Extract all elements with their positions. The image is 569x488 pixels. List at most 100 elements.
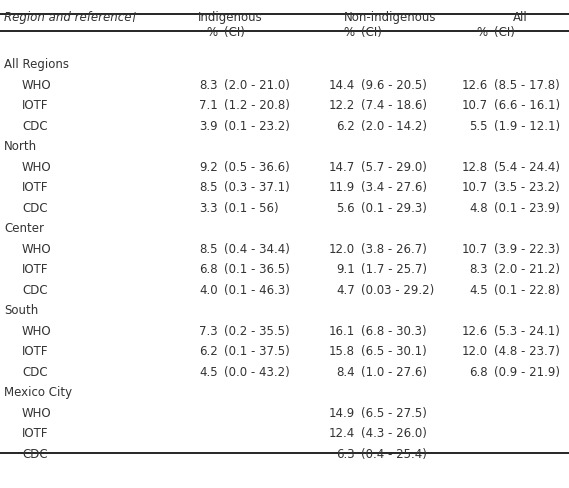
- Text: (0.2 - 35.5): (0.2 - 35.5): [224, 325, 290, 337]
- Text: 12.2: 12.2: [329, 99, 355, 112]
- Text: (0.9 - 21.9): (0.9 - 21.9): [494, 365, 560, 378]
- Text: (2.0 - 21.0): (2.0 - 21.0): [224, 79, 290, 92]
- Text: All: All: [513, 11, 527, 24]
- Text: %: %: [477, 26, 488, 39]
- Text: 4.8: 4.8: [469, 202, 488, 215]
- Text: 5.5: 5.5: [469, 120, 488, 133]
- Text: 12.6: 12.6: [462, 325, 488, 337]
- Text: (0.1 - 56): (0.1 - 56): [224, 202, 279, 215]
- Text: 7.1: 7.1: [199, 99, 218, 112]
- Text: %: %: [207, 26, 218, 39]
- Text: 6.8: 6.8: [469, 365, 488, 378]
- Text: (0.1 - 36.5): (0.1 - 36.5): [224, 263, 290, 276]
- Text: 14.9: 14.9: [329, 406, 355, 419]
- Text: South: South: [4, 304, 38, 317]
- Text: (1.9 - 12.1): (1.9 - 12.1): [494, 120, 560, 133]
- Text: 4.5: 4.5: [199, 365, 218, 378]
- Text: (0.03 - 29.2): (0.03 - 29.2): [361, 284, 434, 296]
- Text: (0.5 - 36.6): (0.5 - 36.6): [224, 161, 290, 174]
- Text: 16.1: 16.1: [329, 325, 355, 337]
- Text: 4.0: 4.0: [199, 284, 218, 296]
- Text: 9.1: 9.1: [336, 263, 355, 276]
- Text: (CI): (CI): [494, 26, 515, 39]
- Text: CDC: CDC: [22, 447, 48, 460]
- Text: 7.3: 7.3: [199, 325, 218, 337]
- Text: (0.1 - 23.2): (0.1 - 23.2): [224, 120, 290, 133]
- Text: 12.0: 12.0: [329, 243, 355, 256]
- Text: WHO: WHO: [22, 325, 52, 337]
- Text: (CI): (CI): [224, 26, 245, 39]
- Text: 8.3: 8.3: [200, 79, 218, 92]
- Text: Mexico City: Mexico City: [4, 386, 72, 399]
- Text: 15.8: 15.8: [329, 345, 355, 358]
- Text: 12.8: 12.8: [462, 161, 488, 174]
- Text: %: %: [344, 26, 355, 39]
- Text: (0.1 - 37.5): (0.1 - 37.5): [224, 345, 290, 358]
- Text: IOTF: IOTF: [22, 99, 48, 112]
- Text: Non-indigenous: Non-indigenous: [344, 11, 436, 24]
- Text: 6.8: 6.8: [199, 263, 218, 276]
- Text: WHO: WHO: [22, 161, 52, 174]
- Text: 8.5: 8.5: [200, 181, 218, 194]
- Text: (6.5 - 27.5): (6.5 - 27.5): [361, 406, 427, 419]
- Text: 12.4: 12.4: [329, 427, 355, 440]
- Text: 3.3: 3.3: [200, 202, 218, 215]
- Text: IOTF: IOTF: [22, 427, 48, 440]
- Text: Center: Center: [4, 222, 44, 235]
- Text: (6.8 - 30.3): (6.8 - 30.3): [361, 325, 427, 337]
- Text: 8.4: 8.4: [336, 365, 355, 378]
- Text: (9.6 - 20.5): (9.6 - 20.5): [361, 79, 427, 92]
- Text: (3.5 - 23.2): (3.5 - 23.2): [494, 181, 560, 194]
- Text: (0.3 - 37.1): (0.3 - 37.1): [224, 181, 290, 194]
- Text: (5.3 - 24.1): (5.3 - 24.1): [494, 325, 560, 337]
- Text: (1.2 - 20.8): (1.2 - 20.8): [224, 99, 290, 112]
- Text: IOTF: IOTF: [22, 181, 48, 194]
- Text: 12.6: 12.6: [462, 79, 488, 92]
- Text: (6.5 - 30.1): (6.5 - 30.1): [361, 345, 427, 358]
- Text: 4.7: 4.7: [336, 284, 355, 296]
- Text: (0.4 - 34.4): (0.4 - 34.4): [224, 243, 290, 256]
- Text: (2.0 - 14.2): (2.0 - 14.2): [361, 120, 427, 133]
- Text: 5.6: 5.6: [336, 202, 355, 215]
- Text: 14.4: 14.4: [329, 79, 355, 92]
- Text: (5.7 - 29.0): (5.7 - 29.0): [361, 161, 427, 174]
- Text: 6.3: 6.3: [336, 447, 355, 460]
- Text: (8.5 - 17.8): (8.5 - 17.8): [494, 79, 560, 92]
- Text: 8.5: 8.5: [200, 243, 218, 256]
- Text: (7.4 - 18.6): (7.4 - 18.6): [361, 99, 427, 112]
- Text: 3.9: 3.9: [199, 120, 218, 133]
- Text: CDC: CDC: [22, 202, 48, 215]
- Text: All Regions: All Regions: [4, 59, 69, 71]
- Text: (4.8 - 23.7): (4.8 - 23.7): [494, 345, 560, 358]
- Text: (3.4 - 27.6): (3.4 - 27.6): [361, 181, 427, 194]
- Text: Indigenous: Indigenous: [197, 11, 262, 24]
- Text: WHO: WHO: [22, 243, 52, 256]
- Text: CDC: CDC: [22, 120, 48, 133]
- Text: (3.9 - 22.3): (3.9 - 22.3): [494, 243, 560, 256]
- Text: 10.7: 10.7: [462, 243, 488, 256]
- Text: (5.4 - 24.4): (5.4 - 24.4): [494, 161, 560, 174]
- Text: 10.7: 10.7: [462, 99, 488, 112]
- Text: 14.7: 14.7: [329, 161, 355, 174]
- Text: WHO: WHO: [22, 406, 52, 419]
- Text: (1.0 - 27.6): (1.0 - 27.6): [361, 365, 427, 378]
- Text: (CI): (CI): [361, 26, 382, 39]
- Text: 10.7: 10.7: [462, 181, 488, 194]
- Text: (1.7 - 25.7): (1.7 - 25.7): [361, 263, 427, 276]
- Text: (0.0 - 43.2): (0.0 - 43.2): [224, 365, 290, 378]
- Text: (2.0 - 21.2): (2.0 - 21.2): [494, 263, 560, 276]
- Text: (0.1 - 46.3): (0.1 - 46.3): [224, 284, 290, 296]
- Text: 12.0: 12.0: [462, 345, 488, 358]
- Text: 6.2: 6.2: [199, 345, 218, 358]
- Text: Region and reference†: Region and reference†: [4, 11, 137, 24]
- Text: 4.5: 4.5: [469, 284, 488, 296]
- Text: (0.1 - 23.9): (0.1 - 23.9): [494, 202, 560, 215]
- Text: 8.3: 8.3: [469, 263, 488, 276]
- Text: (0.1 - 22.8): (0.1 - 22.8): [494, 284, 560, 296]
- Text: 9.2: 9.2: [199, 161, 218, 174]
- Text: (6.6 - 16.1): (6.6 - 16.1): [494, 99, 560, 112]
- Text: IOTF: IOTF: [22, 263, 48, 276]
- Text: IOTF: IOTF: [22, 345, 48, 358]
- Text: (3.8 - 26.7): (3.8 - 26.7): [361, 243, 427, 256]
- Text: CDC: CDC: [22, 284, 48, 296]
